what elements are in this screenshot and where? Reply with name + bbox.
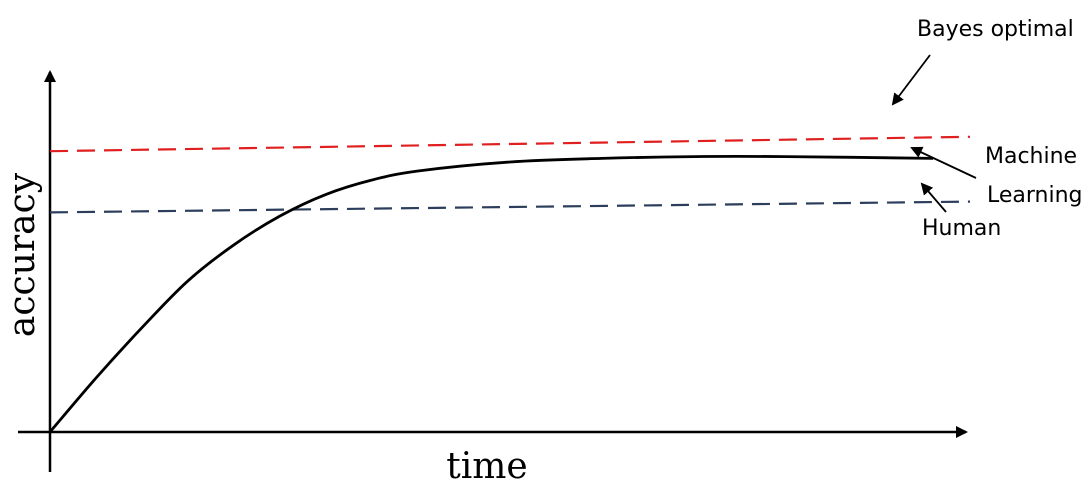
y-axis-label: accuracy: [2, 172, 43, 337]
annotation-machine: Machine: [985, 144, 1077, 169]
annotation-bayes-optimal: Bayes optimal: [917, 17, 1074, 42]
machine-learning-curve: [48, 154, 934, 433]
arrow-machine-learning: [910, 146, 977, 179]
x-axis-label: time: [446, 446, 527, 487]
arrow-bayes-optimal: [891, 54, 931, 106]
bayes-optimal-line: [49, 135, 971, 153]
annotation-human: Human: [922, 216, 1001, 241]
arrow-human: [920, 182, 947, 213]
human-line: [49, 200, 971, 214]
annotation-learning: Learning: [987, 183, 1083, 208]
